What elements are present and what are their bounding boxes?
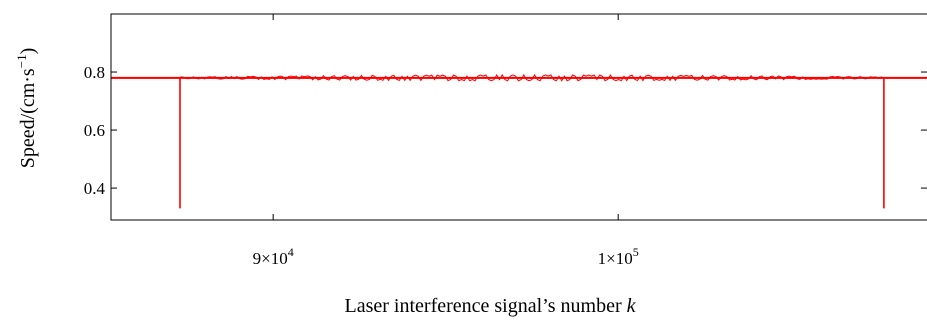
plot-area <box>111 73 927 209</box>
x-tick-label: 1×105 <box>598 245 639 268</box>
y-tick-label: 0.8 <box>84 63 105 82</box>
y-tick-label: 0.4 <box>84 179 106 198</box>
x-tick-label: 9×104 <box>253 245 294 268</box>
x-axis-title: Laser interference signal’s number k <box>345 295 637 317</box>
axes <box>110 13 927 221</box>
plot-frame <box>110 13 927 221</box>
y-axis-title: Speed/(cm·s−1) <box>14 48 39 169</box>
tick-labels: 0.4 0.6 0.8 9×104 1×105 <box>84 63 639 268</box>
speed-series-line <box>111 77 927 209</box>
y-tick-label: 0.6 <box>84 121 105 140</box>
